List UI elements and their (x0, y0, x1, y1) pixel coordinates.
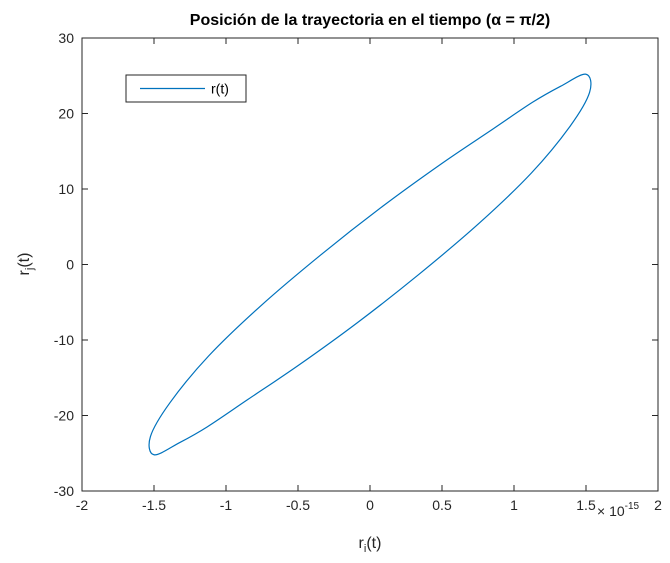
y-tick-label: -10 (54, 332, 74, 348)
y-tick-label: 20 (58, 106, 74, 122)
x-axis-label: ri(t) (359, 535, 382, 555)
x-axis-label-sub: i (364, 543, 366, 555)
legend-entry-label: r(t) (211, 81, 229, 97)
legend: r(t) (125, 74, 247, 103)
chart-title: Posición de la trayectoria en el tiempo … (190, 12, 550, 29)
x-tick-label: -1.5 (142, 497, 166, 513)
y-tick-label: -20 (54, 408, 74, 424)
x-axis-exponent: × 10-15 (597, 501, 640, 519)
y-tick-label: 30 (58, 30, 74, 46)
y-axis-label-sub: j (24, 268, 36, 271)
plot-area (82, 38, 658, 491)
x-tick-label: 1.5 (576, 497, 596, 513)
series-layer (148, 73, 592, 456)
x-axis-label-main: r (359, 535, 365, 552)
x-tick-label: -1 (220, 497, 233, 513)
y-axis-label: rj(t) (16, 253, 36, 276)
y-tick-label: 0 (66, 257, 74, 273)
y-axis-label-tail: (t) (16, 253, 33, 268)
x-axis-ticks: -2 -1.5 -1 -0.5 0 0.5 1 1.5 2 (76, 38, 662, 513)
series-line-r-t (148, 73, 592, 456)
y-tick-label: -30 (54, 483, 74, 499)
y-axis-ticks: -30 -20 -10 0 10 20 30 (54, 30, 658, 499)
y-tick-label: 10 (58, 181, 74, 197)
x-axis-exponent-power: -15 (625, 501, 640, 512)
x-tick-label: -0.5 (286, 497, 310, 513)
x-tick-label: -2 (76, 497, 89, 513)
x-tick-label: 0.5 (432, 497, 452, 513)
x-tick-label: 1 (510, 497, 518, 513)
x-tick-label: 2 (654, 497, 662, 513)
x-axis-label-tail: (t) (366, 535, 381, 552)
x-tick-label: 0 (366, 497, 374, 513)
y-axis-label-main: r (16, 269, 33, 275)
x-axis-exponent-prefix: × 10 (597, 503, 625, 519)
